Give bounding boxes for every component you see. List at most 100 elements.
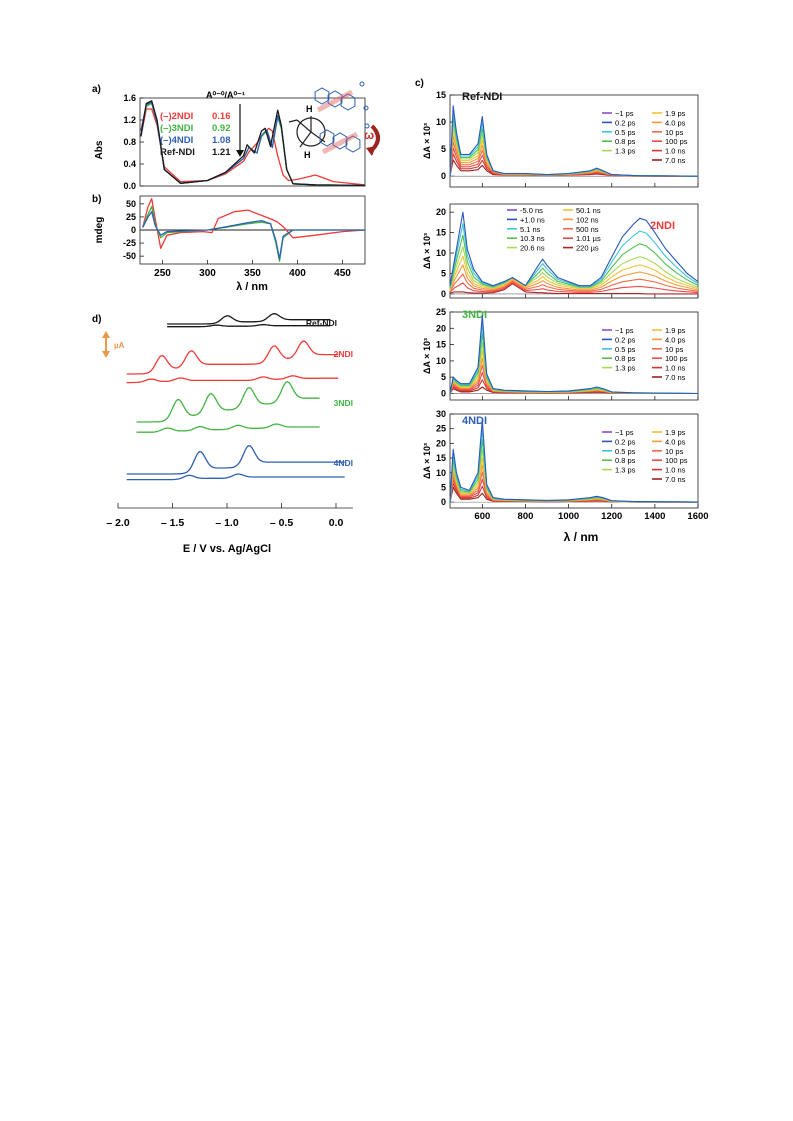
panel-a-ylabel: Abs xyxy=(94,140,105,159)
legend-label: 0.8 ps xyxy=(615,456,636,465)
legend-name: (–)2NDI xyxy=(160,111,193,122)
legend-ratio: 0.16 xyxy=(212,111,231,122)
legend-label: 10 ps xyxy=(665,345,684,354)
oxygen-atom xyxy=(364,123,370,129)
y-tick-label: 0.4 xyxy=(123,159,136,169)
legend-label: -5.0 ns xyxy=(520,206,543,215)
legend-label: 1.0 ns xyxy=(665,466,686,475)
cv-trace-3ndi xyxy=(136,423,320,433)
omega-symbol: ω xyxy=(364,128,374,142)
cv-trace-4ndi xyxy=(126,473,345,481)
h-label-bottom: H xyxy=(304,150,311,160)
tas-trace xyxy=(449,223,699,288)
cv-trace-ref-ndi xyxy=(167,313,331,325)
y-tick-label: 5 xyxy=(441,268,446,278)
legend-label: 1.9 ps xyxy=(665,109,686,118)
legend-label: 0.2 ps xyxy=(615,437,636,446)
y-tick-label: 0 xyxy=(441,388,446,398)
oxygen-atom xyxy=(363,105,369,111)
ndi-ring xyxy=(340,93,356,111)
tas-title: 2NDI xyxy=(650,220,675,232)
panel-a: Abs 0.0 0.4 0.8 1.2 1.6 A⁰⁻⁰/A⁰⁻¹ (–)2NDI 0.1… xyxy=(94,81,380,191)
legend-label: 4.0 ps xyxy=(665,437,686,446)
y-tick-label: 10 xyxy=(436,117,446,127)
x-tick-label: 800 xyxy=(518,511,534,522)
y-tick-label: 5 xyxy=(441,482,446,492)
y-tick-label: 30 xyxy=(436,409,446,419)
ua-arrow-up xyxy=(102,331,110,338)
legend-label: 50.1 ns xyxy=(576,206,601,215)
legend-label: 0.5 ps xyxy=(615,128,636,137)
legend-name: (–)4NDI xyxy=(160,135,193,146)
tas-ylabel: ΔA × 10³ xyxy=(422,338,432,374)
legend-label: −1 ps xyxy=(615,428,634,437)
legend-label: 220 µs xyxy=(576,244,599,253)
legend-label: 1.9 ps xyxy=(665,326,686,335)
ndi-ring xyxy=(314,87,330,105)
tas-trace xyxy=(449,314,699,395)
cd-curve-2ndi xyxy=(142,197,366,249)
panel-label-a: a) xyxy=(92,84,101,95)
legend-label: 1.3 ps xyxy=(615,364,636,373)
x-tick-label: 350 xyxy=(244,268,261,279)
legend-label: 102 ns xyxy=(576,215,599,224)
y-tick-label: -50 xyxy=(123,251,136,261)
y-tick-label: 15 xyxy=(436,340,446,350)
legend-label: 10 ps xyxy=(665,128,684,137)
newman-bond xyxy=(299,131,312,148)
panel-label-b: b) xyxy=(92,194,101,205)
legend-label: 100 ps xyxy=(665,456,688,465)
tas-trace xyxy=(449,211,699,287)
legend-label: −1 ps xyxy=(615,326,634,335)
legend-label: 1.9 ps xyxy=(665,428,686,437)
x-tick-label: 1000 xyxy=(558,511,579,522)
tas-trace xyxy=(449,283,698,295)
legend-label: 1.3 ps xyxy=(615,147,636,156)
legend-label: 0.8 ps xyxy=(615,137,636,146)
y-tick-label: 0 xyxy=(131,225,136,235)
panel-a-legend: (–)2NDI 0.16 (–)3NDI 0.92 (–)4NDI 1.08 Ref-NDI… xyxy=(160,111,231,158)
y-tick-label: 10 xyxy=(436,468,446,478)
x-tick-label: 1600 xyxy=(687,511,708,522)
legend-label: 7.0 ns xyxy=(665,373,686,382)
ua-label: µA xyxy=(114,341,125,350)
legend-ratio: 0.92 xyxy=(212,123,231,134)
legend-ratio: 1.21 xyxy=(212,147,231,158)
y-tick-label: 25 xyxy=(436,307,446,317)
panel-b-xticks: 250 300 350 400 450 xyxy=(154,260,351,279)
x-tick-label: 300 xyxy=(199,268,216,279)
cv-trace-2ndi xyxy=(126,340,339,375)
cv-label: 3NDI xyxy=(334,398,353,408)
cd-curve-4ndi xyxy=(142,211,365,260)
y-tick-label: 5 xyxy=(441,144,446,154)
legend-name: Ref-NDI xyxy=(160,147,195,158)
y-tick-label: 10 xyxy=(436,248,446,258)
y-tick-label: 0 xyxy=(441,497,446,507)
newman-bond xyxy=(310,131,326,143)
newman-bond xyxy=(288,119,298,123)
ua-arrow-down xyxy=(102,351,110,358)
ndi-ring xyxy=(345,135,361,153)
tas-title: Ref-NDI xyxy=(462,91,502,103)
y-tick-label: 25 xyxy=(436,424,446,434)
y-tick-label: 50 xyxy=(126,199,136,209)
legend-label: 10.3 ns xyxy=(520,234,545,243)
cv-label: 4NDI xyxy=(334,458,353,468)
y-tick-label: 0.0 xyxy=(123,181,136,191)
ndi-highlight xyxy=(316,89,354,113)
legend-name: (–)3NDI xyxy=(160,123,193,134)
legend-ratio: 1.08 xyxy=(212,135,231,146)
y-tick-label: 0.8 xyxy=(123,137,136,147)
y-tick-label: -25 xyxy=(123,238,136,248)
tas-trace xyxy=(449,264,699,292)
y-tick-label: 1.6 xyxy=(123,93,136,103)
tas-subpanel-4ndi: 4NDI ΔA × 10³ 0 5 10 15 20 25 30 600 800 1000 1200 14… xyxy=(422,409,709,522)
panel-b-xlabel: λ / nm xyxy=(236,281,268,293)
x-tick-label: – 2.0 xyxy=(106,517,130,529)
cv-trace-2ndi xyxy=(126,375,339,384)
legend-label: 1.01 µs xyxy=(576,234,601,243)
